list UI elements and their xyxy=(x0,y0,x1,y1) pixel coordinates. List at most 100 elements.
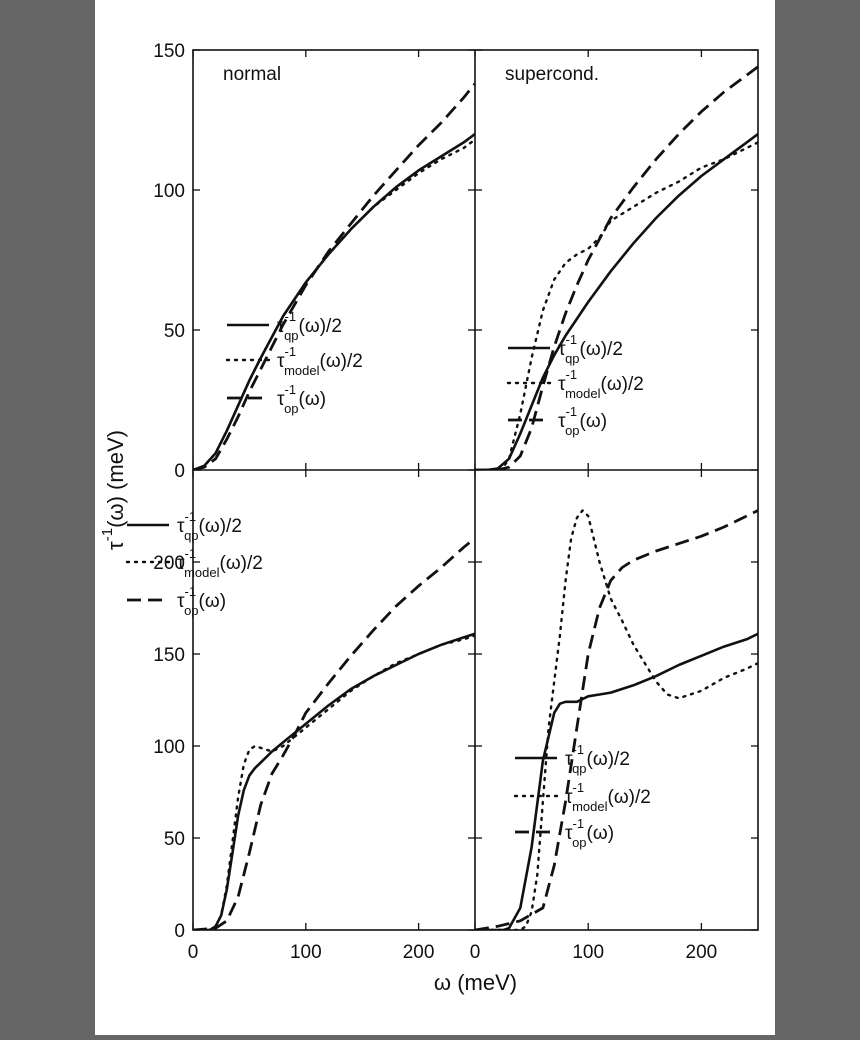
y-label-symbol: τ xyxy=(103,541,128,550)
legend-symbol: τ xyxy=(565,823,573,844)
legend-tail: (ω)/2 xyxy=(587,749,630,770)
legend-symbol: τ xyxy=(177,591,185,612)
series-qp-line xyxy=(193,132,475,470)
panel-title: supercond. xyxy=(505,64,599,85)
legend-tail: (ω) xyxy=(199,591,227,612)
legend: τ-1 qp(ω)/2τ-1 model(ω)/2τ-1 op(ω) xyxy=(125,509,263,618)
figure: 0 50 100 150 normal τ-1 qp(ω)/2 τ-1 model(ω)/2 τ-… xyxy=(95,0,775,1035)
series-op-line xyxy=(193,537,475,930)
y-tick-label: 50 xyxy=(164,829,185,850)
legend-sub: op xyxy=(565,423,579,438)
legend-tail: (ω) xyxy=(580,411,608,432)
legend-symbol: τ xyxy=(177,553,185,574)
legend-symbol: τ xyxy=(177,516,185,537)
legend-label-model: τ-1 model(ω)/2 xyxy=(558,367,644,401)
y-tick-label: 100 xyxy=(153,181,185,202)
legend-sup: -1 xyxy=(566,404,578,419)
legend-sup: -1 xyxy=(285,344,297,359)
y-axis-label: τ-1(ω) (meV) xyxy=(99,430,128,550)
legend-sup: -1 xyxy=(566,332,578,347)
legend-symbol: τ xyxy=(277,389,285,410)
y-tick-label: 200 xyxy=(153,553,185,574)
y-tick-label: 0 xyxy=(174,921,185,942)
series-op-line xyxy=(475,509,758,930)
legend-sub: model xyxy=(565,386,601,401)
legend-tail: (ω) xyxy=(587,823,615,844)
legend-sub: op xyxy=(572,835,586,850)
legend-sup: -1 xyxy=(185,509,197,524)
legend-sub: model xyxy=(184,565,220,580)
legend-sub: qp xyxy=(184,528,198,543)
legend-label-op: τ-1 op(ω) xyxy=(277,382,326,416)
legend-sub: op xyxy=(184,603,198,618)
series-model-line xyxy=(193,634,475,930)
legend-label-qp: τ-1 qp(ω)/2 xyxy=(558,332,623,366)
x-tick-label: 0 xyxy=(470,942,481,963)
x-tick-label: 0 xyxy=(188,942,199,963)
series-model-line xyxy=(475,509,758,930)
legend-label-op: τ-1 op(ω) xyxy=(558,404,607,438)
legend-label-op: τ-1 op(ω) xyxy=(177,584,226,618)
legend-tail: (ω)/2 xyxy=(220,553,263,574)
panel-top-right: supercond.τ-1 qp(ω)/2τ-1 model(ω)/2τ-1 op(ω… xyxy=(474,49,758,471)
y-label-rest: (ω) (meV) xyxy=(103,430,128,528)
series-qp-line xyxy=(475,132,758,470)
series-op-line xyxy=(193,82,475,470)
legend: τ-1 qp(ω)/2τ-1 model(ω)/2τ-1 op(ω) xyxy=(506,332,644,438)
legend-symbol: τ xyxy=(565,787,573,808)
y-tick-label: 100 xyxy=(153,737,185,758)
legend-symbol: τ xyxy=(277,316,285,337)
legend-label-model: τ-1 model(ω)/2 xyxy=(177,546,263,580)
legend-symbol: τ xyxy=(558,411,566,432)
legend-sub: qp xyxy=(284,328,298,343)
legend-sub: qp xyxy=(565,351,579,366)
series-op-line xyxy=(475,65,758,470)
legend-sub: qp xyxy=(572,761,586,776)
series-qp-line xyxy=(475,632,758,930)
y-tick-label: 0 xyxy=(174,461,185,482)
y-tick-label: 50 xyxy=(164,321,185,342)
x-tick-label: 200 xyxy=(403,942,435,963)
legend-label-model: τ-1 model(ω)/2 xyxy=(565,780,651,814)
legend-sup: -1 xyxy=(566,367,578,382)
x-axis-label: ω (meV) xyxy=(434,970,517,995)
legend-tail: (ω)/2 xyxy=(199,516,242,537)
legend-tail: (ω)/2 xyxy=(299,316,342,337)
legend-tail: (ω)/2 xyxy=(580,339,623,360)
legend-sub: model xyxy=(572,799,608,814)
legend-label-model: τ-1 model(ω)/2 xyxy=(277,344,363,378)
legend-label-qp: τ-1 qp(ω)/2 xyxy=(277,309,342,343)
legend: τ-1 qp(ω)/2τ-1 model(ω)/2τ-1 op(ω) xyxy=(225,309,363,416)
legend-symbol: τ xyxy=(558,339,566,360)
panel-title: normal xyxy=(223,64,281,85)
legend-label-qp: τ-1 qp(ω)/2 xyxy=(565,742,630,776)
legend-tail: (ω)/2 xyxy=(320,351,363,372)
legend: τ-1 qp(ω)/2τ-1 model(ω)/2τ-1 op(ω) xyxy=(513,742,651,850)
x-tick-label: 100 xyxy=(290,942,322,963)
axes-frames xyxy=(192,49,759,931)
legend-symbol: τ xyxy=(558,374,566,395)
x-tick-label: 200 xyxy=(686,942,718,963)
legend-sup: -1 xyxy=(285,309,297,324)
y-tick-label: 150 xyxy=(153,645,185,666)
legend-label-qp: τ-1 qp(ω)/2 xyxy=(177,509,242,543)
panel-bottom-right: τ-1 qp(ω)/2τ-1 model(ω)/2τ-1 op(ω) xyxy=(474,470,758,931)
legend-sup: -1 xyxy=(185,546,197,561)
legend-sup: -1 xyxy=(573,742,585,757)
legend-sup: -1 xyxy=(573,780,585,795)
series-model-line xyxy=(475,141,758,470)
legend-tail: (ω)/2 xyxy=(608,787,651,808)
legend-symbol: τ xyxy=(565,749,573,770)
y-tick-label: 150 xyxy=(153,41,185,62)
legend-sup: -1 xyxy=(185,584,197,599)
legend-tail: (ω)/2 xyxy=(601,374,644,395)
y-label-sup: -1 xyxy=(99,528,116,541)
legend-sub: model xyxy=(284,363,320,378)
legend-sup: -1 xyxy=(285,382,297,397)
legend-tail: (ω) xyxy=(299,389,327,410)
legend-symbol: τ xyxy=(277,351,285,372)
legend-sub: op xyxy=(284,401,298,416)
